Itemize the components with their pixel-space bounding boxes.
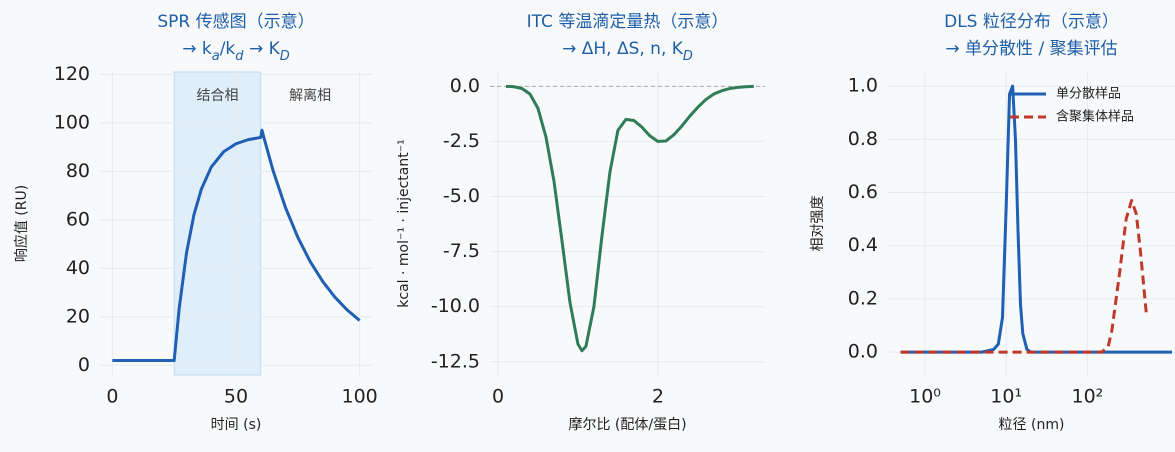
y-tick-label: -5.0 <box>443 185 480 207</box>
x-tick-label: 10² <box>1071 386 1103 408</box>
y-axis-label: 相对强度 <box>810 196 826 252</box>
legend-label: 含聚集体样品 <box>1056 109 1134 125</box>
y-tick-label: 80 <box>66 160 90 182</box>
phase-label: 结合相 <box>196 88 238 104</box>
x-axis-label: 时间 (s) <box>211 417 262 433</box>
x-tick-label: 2 <box>652 386 664 408</box>
data-line <box>505 84 754 353</box>
x-tick-label: 100 <box>342 386 378 408</box>
chart-subtitle: → ka/kd → KD <box>182 39 290 64</box>
subtitle-part: a <box>212 49 220 64</box>
subtitle-part: → k <box>182 39 212 59</box>
phase-label: 解离相 <box>289 87 331 104</box>
y-tick-label: 20 <box>66 305 90 327</box>
y-tick-label: -7.5 <box>443 240 480 262</box>
chart-title: SPR 传感图（示意） <box>157 12 314 32</box>
y-tick-label: 100 <box>54 111 90 133</box>
subtitle-part: D <box>683 49 693 64</box>
chart-title: ITC 等温滴定量热（示意） <box>527 12 729 32</box>
x-tick-label: 50 <box>224 386 248 408</box>
y-tick-label: -12.5 <box>431 350 480 372</box>
y-tick-label: 0.0 <box>848 341 878 363</box>
y-tick-label: 0.8 <box>848 128 878 150</box>
legend-label: 单分散样品 <box>1056 87 1121 102</box>
subtitle-part: → 单分散性 / 聚集评估 <box>945 39 1117 59</box>
subtitle-part: /k <box>220 39 236 59</box>
y-tick-label: 120 <box>54 63 90 85</box>
chart-subtitle: → ΔH, ΔS, n, KD <box>562 39 693 64</box>
x-axis-label: 摩尔比 (配体/蛋白) <box>568 416 686 433</box>
y-axis-label: kcal · mol⁻¹ · injectant⁻¹ <box>396 139 412 307</box>
subtitle-part: → K <box>244 39 281 59</box>
y-tick-label: 60 <box>66 208 90 230</box>
y-tick-label: -2.5 <box>443 130 480 152</box>
y-tick-label: 0.2 <box>848 287 878 309</box>
y-axis-label: 响应值 (RU) <box>13 185 30 262</box>
x-tick-label: 0 <box>492 386 504 408</box>
chart-subtitle: → 单分散性 / 聚集评估 <box>945 39 1117 59</box>
chart-title: DLS 粒径分布（示意） <box>944 12 1119 32</box>
subtitle-part: D <box>280 49 290 64</box>
y-tick-label: 0.4 <box>848 234 878 256</box>
subtitle-part: d <box>235 49 244 64</box>
y-tick-label: 0 <box>78 354 90 376</box>
phase-span <box>173 71 262 376</box>
y-tick-label: 0.0 <box>450 75 480 97</box>
x-tick-label: 10⁰ <box>909 386 941 408</box>
data-line <box>900 84 1172 354</box>
x-tick-label: 0 <box>106 386 118 408</box>
data-line <box>112 128 361 362</box>
x-tick-label: 10¹ <box>990 386 1022 408</box>
subtitle-part: → ΔH, ΔS, n, K <box>562 39 684 59</box>
y-tick-label: -10.0 <box>431 295 480 317</box>
y-tick-label: 0.6 <box>848 181 878 203</box>
y-tick-label: 40 <box>66 257 90 279</box>
x-axis-label: 粒径 (nm) <box>999 417 1065 433</box>
y-tick-label: 1.0 <box>848 75 878 97</box>
